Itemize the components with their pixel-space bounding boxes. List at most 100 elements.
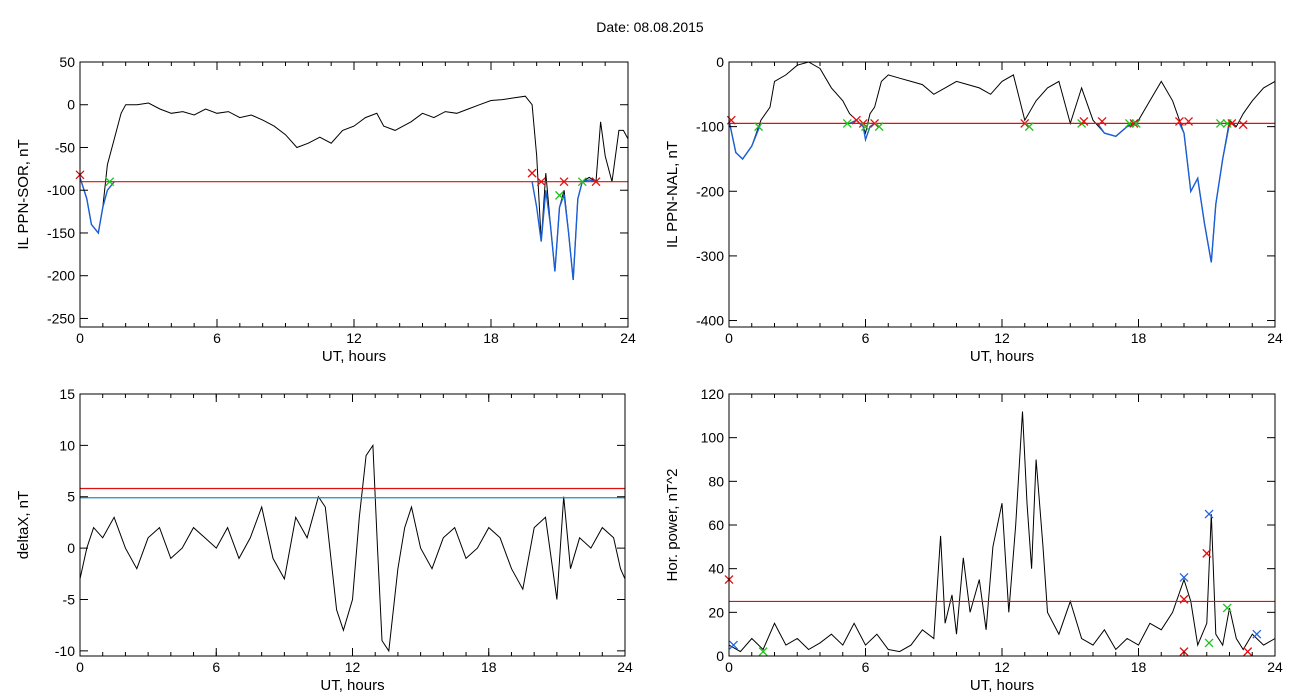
- y-tick-label: 5: [67, 489, 75, 505]
- y-tick-label: 15: [59, 386, 75, 402]
- marker-red: [1243, 647, 1253, 657]
- x-axis-label: UT, hours: [970, 677, 1034, 694]
- marker-red: [1129, 118, 1139, 128]
- marker-red: [1184, 117, 1194, 126]
- x-tick-label: 18: [483, 330, 499, 346]
- panel-hor-power: 0 6 12 18 24 120 100 80 60 40 20 0 UT, hours Hor. pow…: [664, 386, 1283, 694]
- x-axis-label: UT, hours: [322, 348, 386, 365]
- marker-green: [754, 122, 764, 132]
- marker-green: [555, 190, 564, 200]
- y-tick-label: -200: [47, 268, 75, 284]
- marker-red: [1097, 117, 1107, 126]
- x-tick-label: 0: [725, 659, 733, 675]
- y-axis-label: IL PPN-SOR, nT: [15, 139, 32, 249]
- series-line-1: [728, 120, 762, 161]
- y-tick-label: 80: [708, 473, 724, 489]
- marker-red: [1227, 118, 1237, 128]
- y-tick-label: -5: [63, 591, 76, 607]
- marker-red: [1179, 647, 1189, 657]
- series-line-1: [79, 177, 115, 235]
- panel-il-ppn-sor: 0 6 12 18 24 50 0 -50 -100 -150 -200 -250 UT, hours I…: [15, 54, 636, 365]
- y-tick-label: -100: [696, 119, 724, 135]
- marker-red: [591, 177, 601, 187]
- marker-red: [1202, 548, 1212, 558]
- marker-green: [577, 177, 587, 187]
- marker-red: [1079, 117, 1089, 126]
- series-line-2: [531, 179, 597, 281]
- y-tick-label: 120: [701, 386, 725, 402]
- x-tick-label: 12: [345, 659, 361, 675]
- y-axis-label: deltaX, nT: [15, 491, 32, 559]
- x-tick-label: 6: [213, 330, 221, 346]
- x-tick-label: 18: [481, 659, 497, 675]
- y-tick-label: -150: [47, 225, 75, 241]
- marker-blue: [729, 640, 739, 650]
- y-tick-label: 0: [716, 54, 724, 70]
- marker-green: [1204, 638, 1214, 648]
- marker-red: [1174, 117, 1184, 126]
- y-tick-label: 40: [708, 561, 724, 577]
- series-line-0: [728, 61, 1276, 263]
- marker-red: [536, 177, 546, 187]
- y-tick-label: 100: [701, 430, 725, 446]
- plot-frame: [79, 393, 626, 657]
- x-tick-label: 6: [212, 659, 220, 675]
- y-tick-label: 0: [67, 540, 75, 556]
- x-tick-label: 0: [725, 330, 733, 346]
- x-tick-label: 0: [76, 659, 84, 675]
- chart-date-title: Date: 08.08.2015: [596, 19, 704, 35]
- x-tick-label: 12: [346, 330, 362, 346]
- x-axis-label: UT, hours: [320, 677, 384, 694]
- x-tick-label: 18: [1131, 330, 1147, 346]
- panel-deltax: 0 6 12 18 24 15 10 5 0 -5 -10 UT, hours deltaX, nT: [15, 386, 633, 694]
- marker-green: [1024, 122, 1034, 132]
- y-tick-label: 20: [708, 604, 724, 620]
- x-tick-label: 0: [76, 330, 84, 346]
- y-tick-label: -200: [696, 183, 724, 199]
- y-tick-label: 10: [59, 437, 75, 453]
- marker-green: [1215, 118, 1225, 128]
- series-line-4: [1178, 123, 1231, 263]
- y-axis-label: IL PPN-NAL, nT: [664, 141, 681, 248]
- y-tick-label: -250: [47, 310, 75, 326]
- series-line-0: [79, 95, 629, 281]
- marker-green: [1131, 118, 1141, 128]
- marker-red: [559, 177, 569, 187]
- panel-il-ppn-nal: 0 6 12 18 24 0 -100 -200 -300 -400 UT, hours IL PPN…: [664, 54, 1283, 365]
- series-line-0: [728, 411, 1276, 653]
- marker-green: [874, 122, 884, 132]
- marker-blue: [1204, 509, 1214, 519]
- marker-red: [870, 118, 880, 128]
- x-tick-label: 24: [1267, 659, 1283, 675]
- y-tick-label: -400: [696, 313, 724, 329]
- marker-red: [1238, 120, 1248, 130]
- y-tick-label: 0: [716, 648, 724, 664]
- series-line-0: [79, 443, 626, 653]
- x-tick-label: 24: [1267, 330, 1283, 346]
- x-tick-label: 18: [1131, 659, 1147, 675]
- x-tick-label: 24: [620, 330, 636, 346]
- y-tick-label: -300: [696, 248, 724, 264]
- y-tick-label: -10: [55, 643, 75, 659]
- y-tick-label: -100: [47, 182, 75, 198]
- marker-red: [527, 168, 537, 178]
- plot-frame: [728, 61, 1276, 328]
- marker-green: [842, 118, 852, 128]
- y-tick-label: 50: [59, 54, 75, 70]
- x-tick-label: 6: [862, 659, 870, 675]
- marker-green: [1222, 603, 1232, 613]
- x-tick-label: 12: [994, 659, 1010, 675]
- x-tick-label: 12: [994, 330, 1010, 346]
- y-tick-label: 0: [67, 97, 75, 113]
- marker-blue: [1252, 629, 1262, 639]
- marker-red: [1020, 118, 1030, 128]
- y-tick-label: 60: [708, 517, 724, 533]
- marker-green: [105, 177, 115, 187]
- x-tick-label: 6: [862, 330, 870, 346]
- x-axis-label: UT, hours: [970, 348, 1034, 365]
- marker-green: [861, 122, 870, 132]
- marker-blue: [1179, 572, 1189, 582]
- marker-red: [1179, 594, 1189, 604]
- y-axis-label: Hor. power, nT^2: [664, 469, 681, 582]
